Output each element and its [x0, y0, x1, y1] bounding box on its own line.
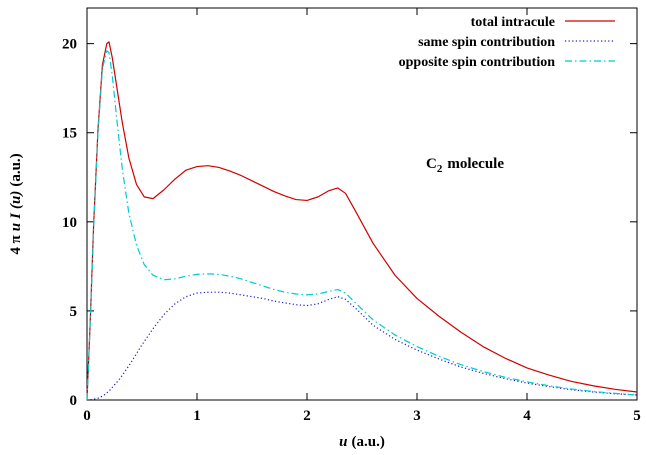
y-axis-function: I	[8, 212, 24, 220]
axis-ticks: 0 1 2 3 4 5 0 5 10 15 20	[62, 8, 641, 424]
y-axis-unit: (a.u.)	[8, 153, 24, 186]
series-line-3	[87, 51, 637, 400]
x-axis-variable: u	[339, 434, 347, 450]
annotation-subscript: 2	[437, 163, 443, 175]
y-axis-label: 4 π uI (u) (a.u.)	[8, 153, 24, 254]
series-line-1	[87, 42, 637, 400]
annotation-rest: molecule	[447, 156, 504, 172]
chart-annotation: C2 molecule	[426, 156, 504, 175]
x-tick-label: 2	[303, 408, 311, 424]
y-tick-label: 20	[62, 37, 77, 53]
x-axis-unit: (a.u.)	[352, 434, 385, 450]
legend: total intracule same spin contribution opp…	[399, 15, 615, 70]
y-axis-prefix: 4 π	[8, 234, 24, 254]
y-axis-variable: u	[8, 223, 24, 231]
x-tick-label: 5	[633, 408, 641, 424]
legend-label: opposite spin contribution	[399, 55, 556, 70]
series-layer	[87, 42, 637, 400]
x-axis-label: u (a.u.)	[339, 434, 385, 450]
legend-label: same spin contribution	[418, 35, 555, 50]
legend-label: total intracule	[471, 15, 555, 30]
y-tick-label: 10	[62, 215, 77, 231]
y-axis-argument: (u)	[8, 191, 24, 209]
x-tick-label: 4	[523, 408, 531, 424]
y-tick-label: 5	[70, 304, 78, 320]
y-tick-label: 15	[62, 126, 77, 142]
x-tick-label: 0	[83, 408, 91, 424]
y-tick-label: 0	[70, 393, 78, 409]
x-tick-label: 1	[193, 408, 201, 424]
x-tick-label: 3	[413, 408, 421, 424]
annotation-main: C	[426, 156, 437, 172]
